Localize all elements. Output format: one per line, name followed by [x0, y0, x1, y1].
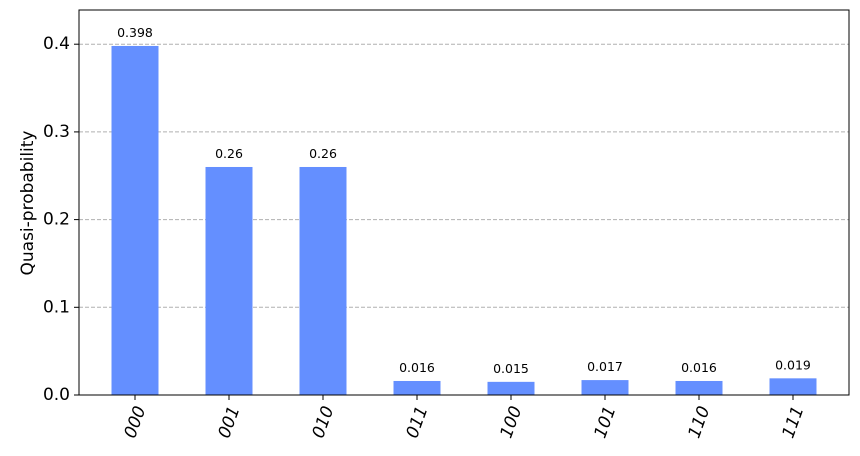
bar — [769, 378, 817, 395]
y-tick-label: 0.0 — [43, 385, 70, 405]
bar — [299, 166, 347, 395]
value-label: 0.016 — [681, 360, 717, 375]
y-axis-label: Quasi-probability — [18, 131, 38, 276]
x-tick-label: 010 — [309, 404, 339, 441]
bar — [581, 380, 629, 395]
y-tick-label: 0.4 — [43, 34, 70, 54]
value-label: 0.019 — [775, 357, 811, 372]
y-tick-label: 0.2 — [43, 210, 70, 230]
value-label: 0.016 — [399, 360, 435, 375]
value-label: 0.015 — [493, 361, 529, 376]
x-tick-label: 011 — [403, 404, 433, 441]
value-label: 0.017 — [587, 359, 623, 374]
value-label: 0.398 — [117, 25, 153, 40]
value-label: 0.26 — [309, 146, 337, 161]
bar — [675, 380, 723, 395]
x-tick-label: 110 — [685, 404, 715, 441]
value-label: 0.26 — [215, 146, 243, 161]
bar — [205, 166, 253, 395]
y-tick-label: 0.3 — [43, 122, 70, 142]
plot-frame — [78, 9, 850, 396]
bar — [393, 380, 441, 395]
y-tick-label: 0.1 — [43, 297, 70, 317]
x-tick-label: 000 — [121, 404, 151, 441]
x-tick-label: 111 — [779, 404, 809, 441]
x-tick-label: 001 — [215, 404, 245, 441]
bar — [111, 45, 159, 395]
bar — [487, 381, 535, 395]
x-tick-label: 101 — [591, 404, 621, 441]
x-tick-label: 100 — [497, 404, 527, 441]
